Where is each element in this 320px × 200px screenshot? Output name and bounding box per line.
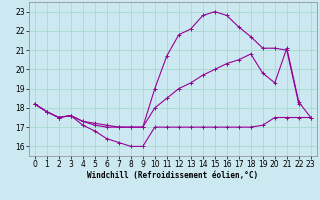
X-axis label: Windchill (Refroidissement éolien,°C): Windchill (Refroidissement éolien,°C) [87,171,258,180]
